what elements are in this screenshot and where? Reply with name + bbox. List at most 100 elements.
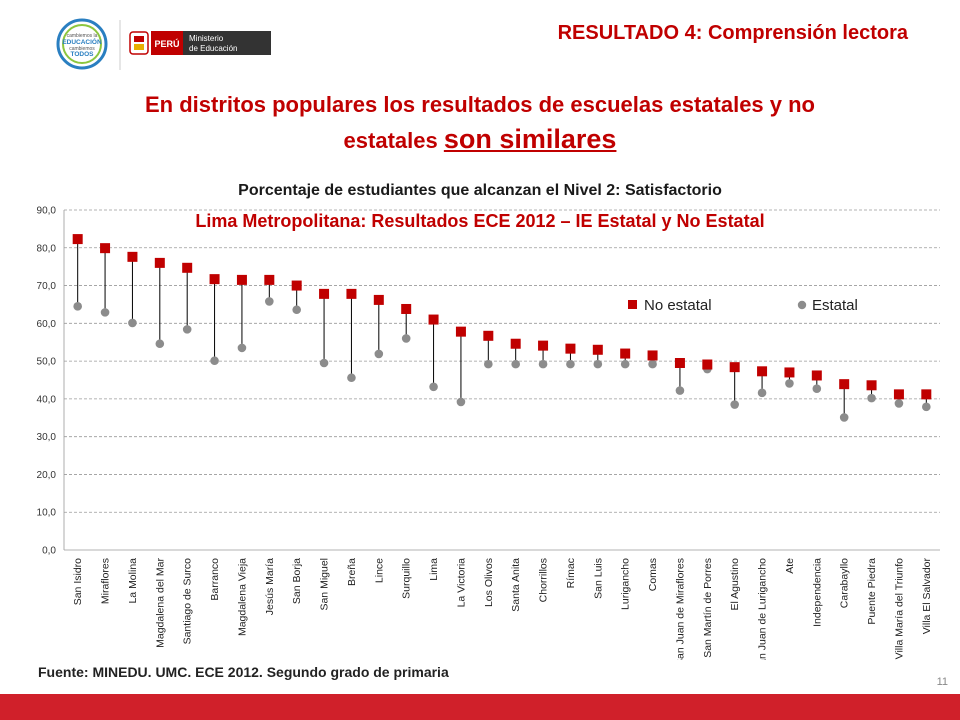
header-logos: cambiemos la EDUCACIÓN cambiemos TODOS P… [50, 14, 280, 74]
estatal-point [648, 359, 657, 369]
no-estatal-point [729, 362, 740, 373]
no-estatal-point [620, 348, 631, 359]
svg-text:PERÚ: PERÚ [154, 38, 179, 49]
x-category-label: Breña [346, 558, 358, 586]
headline-line2: estatales son similares [60, 122, 900, 158]
no-estatal-point [72, 234, 83, 245]
x-category-label: Miraflores [100, 558, 112, 604]
no-estatal-point [893, 389, 904, 400]
x-category-label: Rímac [565, 558, 577, 588]
estatal-point [867, 393, 876, 403]
x-category-label: Comas [647, 558, 659, 591]
y-tick-label: 30,0 [37, 432, 57, 443]
x-category-label: Los Olivos [483, 558, 495, 607]
estatal-point [922, 402, 931, 412]
legend-label-estatal: Estatal [812, 297, 858, 314]
peru-label-box [151, 31, 183, 55]
no-estatal-point [346, 288, 357, 299]
no-estatal-point [674, 358, 685, 368]
no-estatal-point [455, 326, 466, 337]
legend-swatch-no-estatal [628, 300, 637, 309]
y-tick-label: 70,0 [37, 281, 57, 292]
no-estatal-point [209, 274, 220, 285]
x-category-label: Ate [784, 558, 796, 574]
x-category-label: Independencia [811, 558, 823, 627]
x-category-label: San Miguel [319, 558, 331, 611]
y-tick-label: 50,0 [37, 357, 57, 368]
headline-line2-prefix: estatales [343, 128, 444, 153]
no-estatal-point [538, 340, 549, 351]
estatal-point [265, 297, 274, 306]
no-estatal-point [428, 314, 439, 325]
estatal-point [182, 325, 192, 334]
x-category-label: La Victoria [455, 558, 467, 608]
peru-shield-icon [129, 31, 149, 55]
estatal-point [620, 359, 630, 369]
y-tick-label: 90,0 [37, 206, 57, 217]
estatal-point [675, 386, 685, 395]
estatal-point [128, 318, 137, 328]
no-estatal-point [592, 344, 603, 355]
no-estatal-point [839, 379, 850, 390]
estatal-point [839, 413, 849, 422]
x-category-label: Lurigancho [620, 558, 632, 610]
x-category-label: El Agustino [729, 558, 741, 611]
no-estatal-point [866, 380, 877, 391]
estatal-point [374, 349, 384, 359]
estatal-point [785, 379, 794, 388]
y-tick-label: 20,0 [37, 470, 57, 481]
estatal-point [155, 339, 165, 349]
x-category-label: Lince [373, 558, 385, 583]
no-estatal-point [702, 359, 713, 370]
x-category-label: Magdalena Vieja [236, 558, 248, 636]
svg-text:de Educación: de Educación [189, 44, 237, 53]
x-category-label: San Isidro [72, 558, 84, 605]
x-category-label: San Borja [291, 558, 303, 604]
x-category-label: Villa María del Triunfo [893, 558, 905, 660]
x-category-label: Chorrillos [538, 558, 550, 602]
svg-text:cambiemos la: cambiemos la [67, 33, 98, 39]
no-estatal-point [319, 288, 330, 299]
svg-text:TODOS: TODOS [71, 51, 95, 58]
svg-text:cambiemos: cambiemos [69, 46, 95, 52]
x-category-label: Surquillo [401, 558, 413, 599]
no-estatal-point [565, 343, 576, 354]
y-tick-label: 40,0 [37, 394, 57, 405]
estatal-point [812, 384, 822, 393]
x-category-label: Santiago de Surco [182, 558, 194, 645]
headline-emphasis: son similares [443, 124, 617, 154]
x-category-label: Puente Piedra [866, 558, 878, 625]
x-category-label: San Juan de Lurigancho [757, 558, 769, 660]
legend-swatch-estatal [797, 300, 807, 310]
estatal-point [566, 359, 575, 369]
logos-svg: cambiemos la EDUCACIÓN cambiemos TODOS P… [56, 18, 271, 70]
headline: En distritos populares los resultados de… [60, 88, 900, 158]
estatal-point [237, 343, 247, 353]
no-estatal-point [291, 280, 302, 291]
ministry-label-box [183, 31, 271, 55]
result-title: RESULTADO 4: Comprensión lectora [557, 22, 908, 44]
x-category-label: Lima [428, 558, 440, 581]
estatal-point [319, 358, 329, 368]
estatal-point [484, 359, 493, 369]
footer-bar [0, 694, 960, 720]
no-estatal-point [921, 389, 932, 400]
estatal-point [100, 308, 110, 317]
estatal-point [401, 334, 411, 343]
x-category-label: Magdalena del Mar [154, 558, 166, 648]
no-estatal-point [182, 262, 193, 273]
chart-subtitle: Lima Metropolitana: Resultados ECE 2012 … [195, 211, 765, 231]
estatal-point [347, 373, 356, 383]
dumbbell-chart: 0,0 10,0 20,0 30,0 40,0 50,0 60,0 70,0 80,0 90,0 S… [37, 206, 940, 660]
estatal-point [292, 305, 301, 315]
no-estatal-point [100, 243, 111, 254]
x-category-label: La Molina [127, 558, 139, 604]
x-category-label: San Luis [592, 558, 604, 599]
no-estatal-point [647, 350, 658, 361]
x-category-label: San Juan de Miraflores [674, 558, 686, 660]
chart-title: Porcentaje de estudiantes que alcanzan e… [238, 182, 722, 199]
no-estatal-point [401, 303, 412, 314]
estatal-point [456, 397, 466, 407]
y-tick-label: 60,0 [37, 319, 57, 330]
estatal-point [429, 382, 438, 392]
